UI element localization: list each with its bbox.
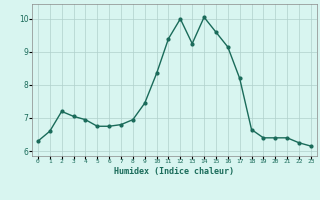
X-axis label: Humidex (Indice chaleur): Humidex (Indice chaleur) (115, 167, 234, 176)
